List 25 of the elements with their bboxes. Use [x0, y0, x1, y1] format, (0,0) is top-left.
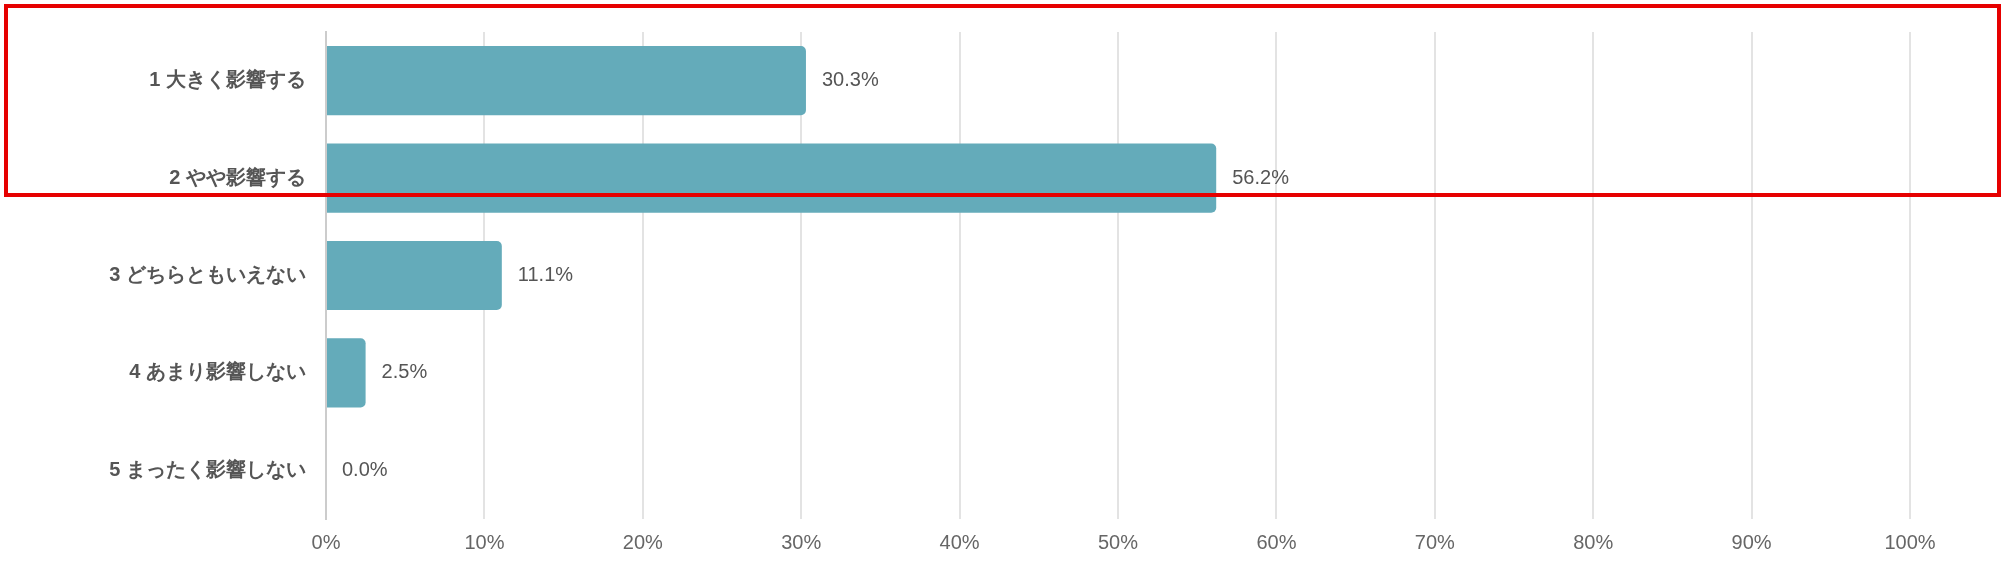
- data-label: 56.2%: [1232, 165, 1290, 188]
- x-tick-label: 0%: [311, 530, 341, 553]
- bar: [327, 46, 806, 116]
- x-tick-label: 30%: [781, 530, 822, 553]
- x-tick-label: 20%: [622, 530, 664, 553]
- bar: [327, 143, 1217, 213]
- x-tick-label: 100%: [1884, 530, 1936, 553]
- y-tick-label: 3 どちらともいえない: [109, 263, 306, 286]
- x-tick-label: 10%: [464, 530, 505, 553]
- x-tick-label: 80%: [1573, 530, 1614, 553]
- x-tick-label: 70%: [1414, 530, 1456, 553]
- y-tick-label: 5 まったく影響しない: [109, 457, 306, 480]
- x-tick-label: 60%: [1256, 530, 1297, 553]
- data-label: 30.3%: [821, 68, 879, 91]
- x-tick-label: 90%: [1731, 530, 1772, 553]
- bar: [327, 338, 366, 408]
- y-tick-label: 2 やや影響する: [169, 165, 306, 189]
- y-tick-label: 4 あまり影響しない: [129, 360, 306, 383]
- y-tick-label: 1 大きく影響する: [149, 68, 306, 92]
- x-tick-label: 50%: [1097, 530, 1139, 553]
- x-tick-label: 40%: [939, 530, 980, 553]
- data-label: 11.1%: [517, 263, 574, 286]
- data-label: 2.5%: [381, 360, 428, 383]
- data-label: 0.0%: [342, 457, 388, 480]
- bar: [327, 240, 502, 311]
